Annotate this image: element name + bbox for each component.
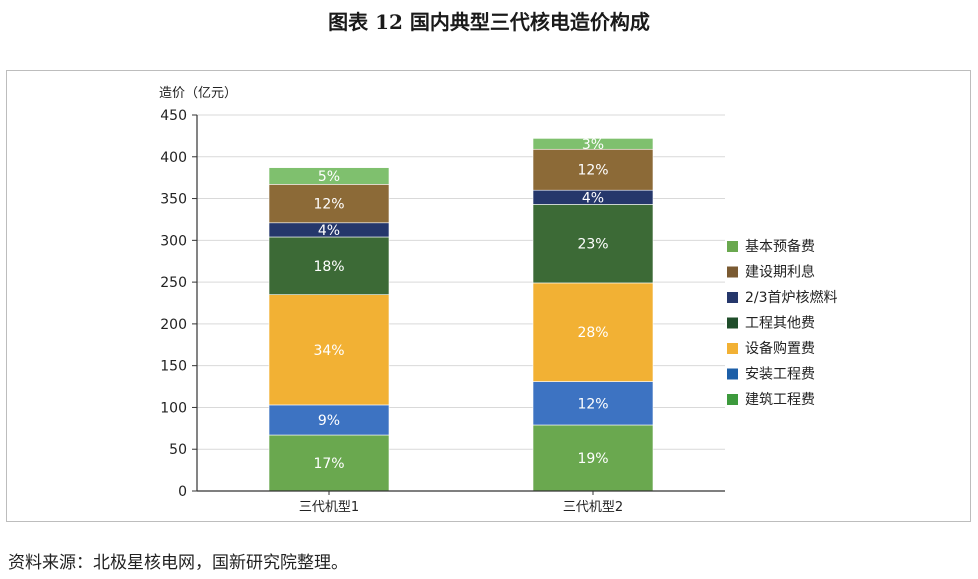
y-tick-label: 300 xyxy=(160,233,187,249)
legend-swatch xyxy=(727,343,738,354)
data-label: 4% xyxy=(318,223,340,239)
y-tick-label: 400 xyxy=(160,150,187,166)
data-label: 4% xyxy=(582,190,604,206)
bar-segment xyxy=(268,294,390,406)
bar-segment xyxy=(532,424,654,492)
chart-frame: 17% 9% 34% 18% 4% 12% 5% 19% 12% 28% 23% 4% 12% 3% 0 5… xyxy=(6,70,971,522)
data-label: 17% xyxy=(313,456,344,472)
y-tick-label: 50 xyxy=(169,442,187,458)
y-axis-label: 造价（亿元） xyxy=(159,86,237,101)
legend-swatch xyxy=(727,394,738,405)
legend-swatch xyxy=(727,266,738,278)
legend-swatch xyxy=(727,241,738,252)
legend-swatch xyxy=(727,292,738,303)
bar-segment xyxy=(532,138,654,150)
data-label: 9% xyxy=(318,413,340,429)
data-label: 19% xyxy=(577,451,608,467)
data-label: 18% xyxy=(313,259,344,275)
bar-segment xyxy=(532,148,654,191)
bar-segment xyxy=(532,204,654,284)
legend-label: 建设期利息 xyxy=(745,264,815,281)
source-note: 资料来源：北极星核电网，国新研究院整理。 xyxy=(8,553,348,573)
x-category-label: 三代机型1 xyxy=(299,500,359,515)
data-label: 23% xyxy=(577,237,608,253)
y-tick-label: 0 xyxy=(178,484,187,500)
y-tick-label: 150 xyxy=(160,359,187,375)
x-category-label: 三代机型2 xyxy=(563,500,623,515)
legend-label: 设备购置费 xyxy=(745,340,815,357)
y-tick-label: 200 xyxy=(160,317,187,333)
data-label: 34% xyxy=(313,343,344,359)
bar-segment xyxy=(268,434,390,492)
legend-label: 基本预备费 xyxy=(745,238,815,255)
legend-label: 2/3首炉核燃料 xyxy=(745,289,838,306)
legend-label: 工程其他费 xyxy=(745,316,815,332)
bar-segment xyxy=(268,184,390,224)
data-label: 12% xyxy=(313,197,344,213)
bars: 17% 9% 34% 18% 4% 12% 5% 19% 12% 28% 23% 4% 12% 3% xyxy=(268,137,654,492)
bar-segment xyxy=(268,236,390,295)
data-label: 12% xyxy=(577,396,608,412)
y-tick-label: 250 xyxy=(160,275,187,291)
bar-segment xyxy=(268,167,390,185)
y-tick-label: 350 xyxy=(160,192,187,208)
bar-segment xyxy=(532,282,654,382)
y-tick-label: 100 xyxy=(160,400,187,416)
stacked-bar-chart: 17% 9% 34% 18% 4% 12% 5% 19% 12% 28% 23% 4% 12% 3% 0 5… xyxy=(159,86,838,515)
bar-segment xyxy=(268,404,390,436)
data-label: 3% xyxy=(582,137,604,153)
axes: 0 50 100 150 200 250 300 350 400 450 造价（亿元） 三代机型1 三代… xyxy=(159,86,725,515)
figure-title: 图表 12 国内典型三代核电造价构成 xyxy=(328,10,650,34)
y-tick-label: 450 xyxy=(160,108,187,124)
legend-label: 建筑工程费 xyxy=(745,392,815,408)
data-label: 28% xyxy=(577,325,608,341)
data-label: 5% xyxy=(318,169,340,185)
legend-swatch xyxy=(727,368,738,380)
legend-label: 安装工程费 xyxy=(745,367,815,383)
data-label: 12% xyxy=(577,163,608,179)
legend-swatch xyxy=(727,317,738,329)
